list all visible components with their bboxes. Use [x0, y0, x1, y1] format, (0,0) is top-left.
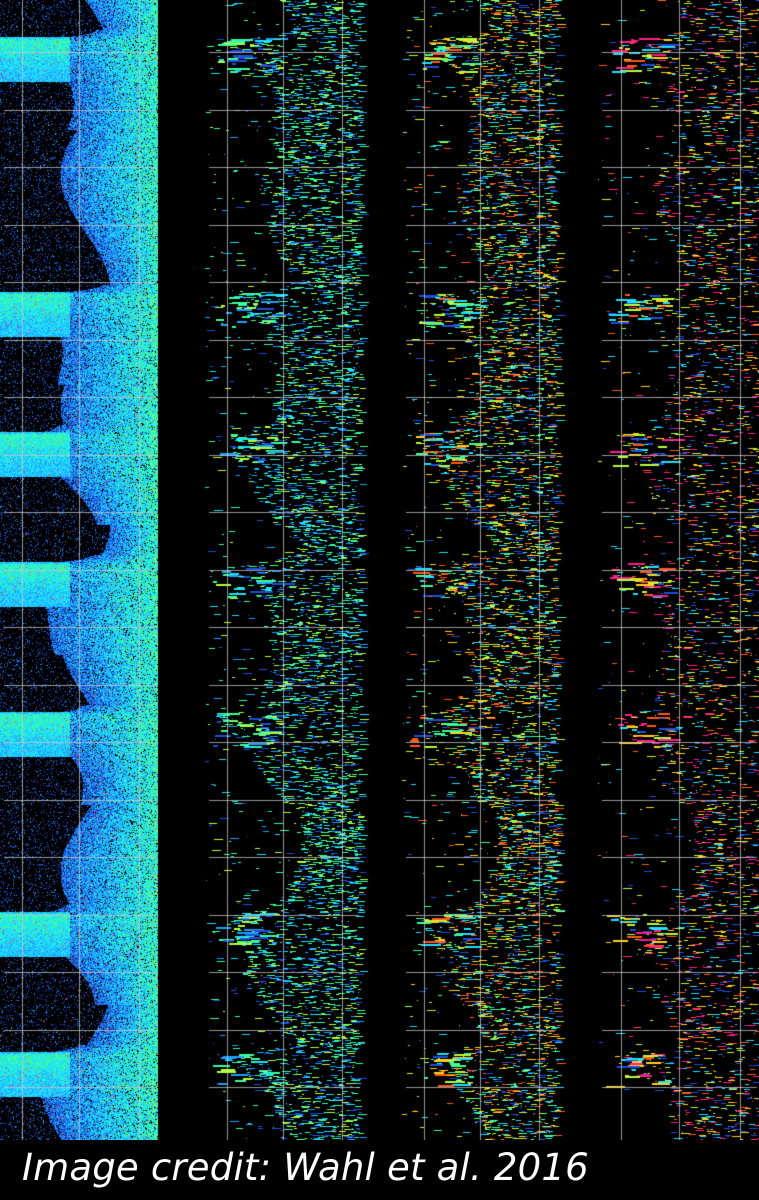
raster-figure [0, 0, 759, 1140]
raster-panel-4 [598, 0, 759, 1140]
raster-panel-3 [402, 0, 558, 1140]
raster-panel-1 [0, 0, 158, 1140]
image-credit-caption: Image credit: Wahl et al. 2016 [22, 1146, 589, 1189]
raster-panel-2 [205, 0, 361, 1140]
raster-canvas [0, 0, 759, 1140]
